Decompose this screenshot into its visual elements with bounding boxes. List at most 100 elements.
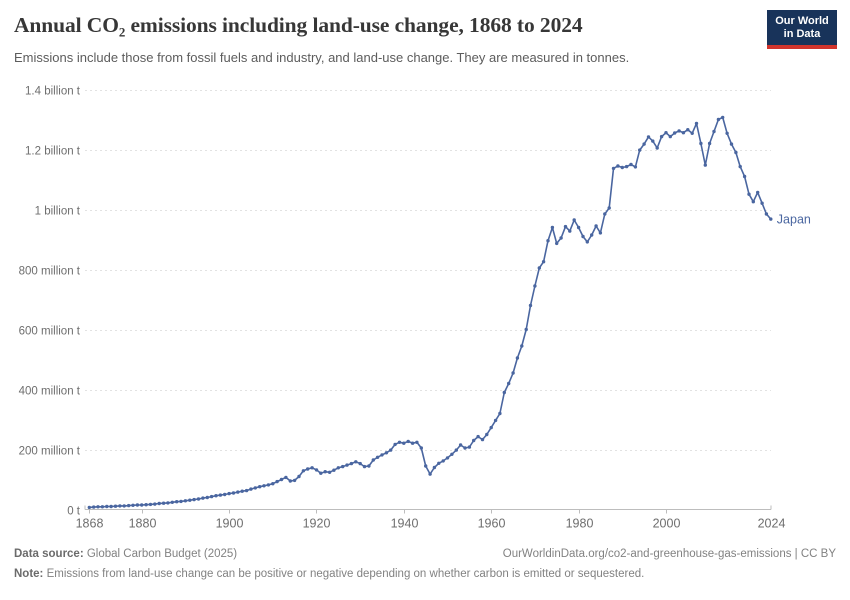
data-point-1879 bbox=[135, 503, 140, 507]
data-point-1897 bbox=[214, 494, 218, 498]
data-point-1889 bbox=[179, 499, 183, 504]
data-point-1894 bbox=[201, 496, 205, 500]
data-point-1977 bbox=[563, 224, 568, 229]
data-point-2004 bbox=[681, 131, 686, 135]
data-point-1989 bbox=[616, 164, 620, 168]
x-tick-label-1920: 1920 bbox=[303, 517, 331, 531]
data-point-1966 bbox=[515, 356, 520, 360]
data-point-1981 bbox=[581, 234, 585, 239]
data-point-1945 bbox=[424, 464, 428, 468]
data-point-1931 bbox=[362, 464, 367, 469]
data-point-1961 bbox=[493, 418, 498, 423]
data-point-1881 bbox=[144, 503, 148, 507]
data-point-1932 bbox=[367, 464, 371, 468]
data-point-1910 bbox=[271, 482, 275, 486]
data-point-2014 bbox=[725, 131, 729, 135]
data-point-1978 bbox=[568, 229, 572, 233]
note-text: Emissions from land-use change can be po… bbox=[43, 568, 645, 580]
x-tick-label-1980: 1980 bbox=[566, 517, 594, 531]
data-point-1970 bbox=[533, 284, 537, 288]
data-point-1926 bbox=[341, 464, 345, 469]
note-line: Note: Emissions from land-use change can… bbox=[14, 568, 644, 580]
data-point-1937 bbox=[389, 448, 393, 452]
data-point-1956 bbox=[472, 438, 476, 443]
data-point-1896 bbox=[209, 494, 214, 499]
owid-logo[interactable]: Our World in Data bbox=[767, 10, 837, 49]
data-point-2018 bbox=[742, 174, 747, 179]
data-point-1987 bbox=[607, 206, 611, 210]
y-tick-label-1400: 1.4 billion t bbox=[25, 86, 81, 98]
data-point-1921 bbox=[319, 471, 323, 475]
data-point-1943 bbox=[415, 440, 419, 444]
data-point-1964 bbox=[507, 381, 511, 386]
data-point-1919 bbox=[310, 466, 314, 470]
data-point-2019 bbox=[747, 192, 751, 196]
entity-label-japan[interactable]: Japan bbox=[777, 213, 811, 227]
data-point-1913 bbox=[284, 475, 288, 480]
data-point-1907 bbox=[258, 485, 262, 489]
y-tick-label-800: 800 million t bbox=[19, 266, 81, 278]
data-point-1949 bbox=[441, 459, 445, 463]
data-point-1878 bbox=[131, 503, 135, 507]
data-point-1890 bbox=[183, 499, 188, 503]
data-point-1963 bbox=[502, 390, 506, 395]
data-point-1885 bbox=[161, 501, 166, 505]
data-point-1884 bbox=[157, 501, 161, 506]
data-point-1872 bbox=[105, 504, 109, 509]
data-point-1922 bbox=[323, 470, 327, 474]
data-source-label: Data source: bbox=[14, 548, 84, 560]
data-point-2007 bbox=[694, 121, 699, 126]
data-point-1984 bbox=[594, 224, 598, 228]
data-point-1962 bbox=[498, 411, 502, 416]
data-point-1982 bbox=[585, 240, 589, 244]
data-point-1877 bbox=[126, 503, 131, 508]
data-point-1933 bbox=[371, 458, 375, 462]
data-point-1995 bbox=[642, 142, 646, 146]
data-point-2021 bbox=[756, 190, 760, 195]
owid-link[interactable]: OurWorldinData.org/co2-and-greenhouse-ga… bbox=[502, 548, 836, 560]
data-point-1905 bbox=[249, 487, 253, 491]
chart-subtitle: Emissions include those from fossil fuel… bbox=[14, 50, 630, 65]
data-point-2015 bbox=[729, 142, 734, 146]
data-point-1874 bbox=[113, 504, 118, 508]
data-point-1900 bbox=[227, 491, 231, 496]
data-point-2023 bbox=[764, 212, 769, 216]
data-point-1985 bbox=[598, 231, 603, 235]
data-point-1972 bbox=[541, 260, 546, 264]
data-point-1993 bbox=[633, 165, 638, 169]
data-point-1940 bbox=[402, 441, 406, 445]
data-point-1908 bbox=[262, 484, 266, 488]
y-tick-label-0: 0 t bbox=[67, 506, 81, 518]
data-point-1997 bbox=[651, 139, 655, 143]
data-point-1873 bbox=[109, 504, 113, 509]
data-point-2002 bbox=[673, 131, 677, 135]
data-point-1944 bbox=[419, 446, 423, 450]
data-point-1980 bbox=[576, 225, 581, 230]
data-point-1968 bbox=[524, 327, 528, 332]
data-point-2011 bbox=[712, 129, 716, 134]
data-point-1967 bbox=[520, 344, 524, 348]
data-point-1887 bbox=[170, 500, 174, 504]
data-point-1999 bbox=[659, 134, 664, 139]
data-point-1927 bbox=[345, 463, 349, 467]
y-tick-label-1200: 1.2 billion t bbox=[25, 146, 81, 158]
data-point-1902 bbox=[236, 490, 240, 494]
data-point-1954 bbox=[463, 446, 467, 450]
data-point-1886 bbox=[166, 501, 170, 505]
data-point-2001 bbox=[668, 134, 672, 139]
data-point-1923 bbox=[327, 470, 332, 474]
x-tick-label-2000: 2000 bbox=[653, 517, 681, 531]
data-point-1975 bbox=[555, 241, 559, 246]
data-point-1939 bbox=[397, 440, 402, 444]
data-point-1917 bbox=[301, 469, 306, 473]
data-point-1950 bbox=[445, 456, 450, 460]
data-source-line: Data source: Global Carbon Budget (2025) bbox=[14, 548, 237, 560]
data-point-2016 bbox=[734, 150, 738, 155]
series-line-japan[interactable] bbox=[88, 116, 772, 509]
page-title: Annual CO₂ emissions including land-use … bbox=[14, 13, 583, 37]
data-point-1969 bbox=[528, 303, 533, 308]
data-point-1929 bbox=[354, 460, 358, 464]
data-point-2008 bbox=[699, 141, 703, 146]
data-point-1983 bbox=[590, 233, 594, 237]
data-point-1895 bbox=[205, 495, 209, 500]
